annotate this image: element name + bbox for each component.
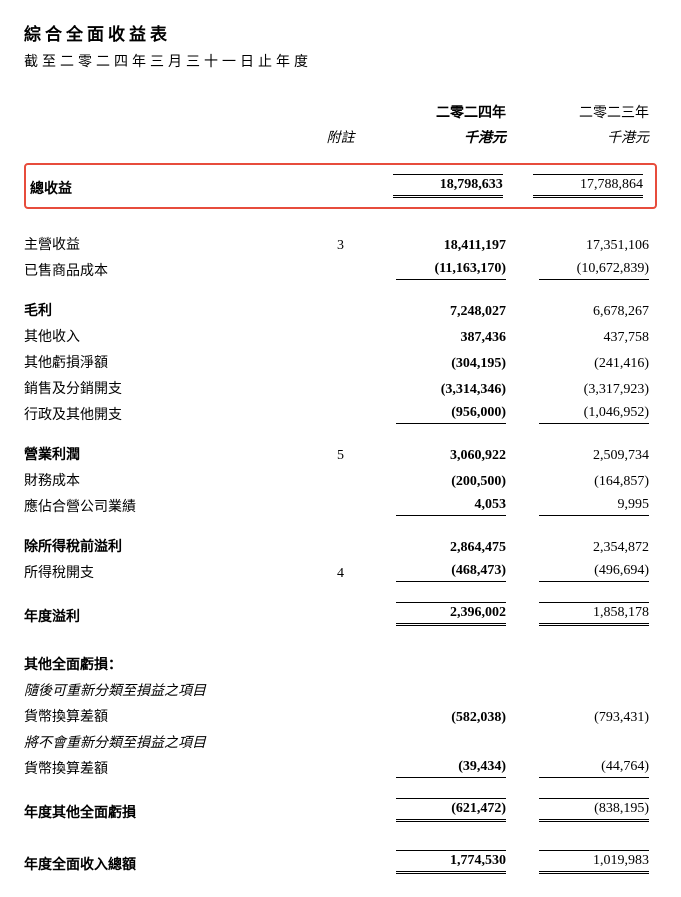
table-row: 營業利潤 5 3,060,922 2,509,734 [24,441,657,467]
oci-header: 其他全面虧損： [24,651,657,677]
assoc-val2: 9,995 [539,497,649,516]
year1-unit: 千港元 [371,124,514,149]
fc-val1: (200,500) [371,467,514,493]
total-revenue-val2: 17,788,864 [533,174,643,198]
fx2-label: 貨幣換算差額 [24,755,310,781]
ol-label: 其他虧損淨額 [24,349,310,375]
table-header-row-2: 附註 千港元 千港元 [24,124,657,149]
fx1-val1: (582,038) [371,703,514,729]
oci-total-val1: (621,472) [396,798,506,822]
table-row: 主營收益 3 18,411,197 17,351,106 [24,231,657,257]
fc-label: 財務成本 [24,467,310,493]
table-row: 毛利 7,248,027 6,678,267 [24,297,657,323]
op-note: 5 [310,441,371,467]
fc-val2: (164,857) [514,467,657,493]
table-row: 行政及其他開支 (956,000) (1,046,952) [24,401,657,427]
gp-val1: 7,248,027 [371,297,514,323]
table-row: 年度其他全面虧損 (621,472) (838,195) [24,795,657,825]
gp-val2: 6,678,267 [514,297,657,323]
fx1-val2: (793,431) [514,703,657,729]
revenue-val1: 18,411,197 [371,231,514,257]
table-row: 其他全面虧損： [24,651,657,677]
sell-val1: (3,314,346) [371,375,514,401]
admin-label: 行政及其他開支 [24,401,310,427]
table-header-row-1: 二零二四年 二零二三年 [24,99,657,124]
table-row: 將不會重新分類至損益之項目 [24,729,657,755]
table-row: 財務成本 (200,500) (164,857) [24,467,657,493]
tax-label: 所得稅開支 [24,559,310,585]
year1-label: 二零二四年 [371,99,514,124]
assoc-val1: 4,053 [396,497,506,516]
total-revenue-label: 總收益 [30,171,310,201]
revenue-note: 3 [310,231,371,257]
cogs-label: 已售商品成本 [24,257,310,283]
oci-total-val2: (838,195) [539,798,649,822]
admin-val1: (956,000) [396,405,506,424]
op-val2: 2,509,734 [514,441,657,467]
tax-note: 4 [310,559,371,585]
table-row: 銷售及分銷開支 (3,314,346) (3,317,923) [24,375,657,401]
oi-val1: 387,436 [371,323,514,349]
page-title: 綜合全面收益表 [24,20,657,45]
ol-val1: (304,195) [371,349,514,375]
tci-val1: 1,774,530 [396,850,506,874]
ol-val2: (241,416) [514,349,657,375]
revenue-label: 主營收益 [24,231,310,257]
table-row: 貨幣換算差額 (39,434) (44,764) [24,755,657,781]
table-row: 年度溢利 2,396,002 1,858,178 [24,599,657,629]
income-statement-table: 二零二四年 二零二三年 附註 千港元 千港元 總收益 18,798,633 17… [24,99,657,877]
noreclass-header: 將不會重新分類至損益之項目 [24,729,657,755]
op-val1: 3,060,922 [371,441,514,467]
year2-unit: 千港元 [514,124,657,149]
cogs-val2: (10,672,839) [539,261,649,280]
note-header: 附註 [310,124,371,149]
table-row: 其他收入 387,436 437,758 [24,323,657,349]
sell-val2: (3,317,923) [514,375,657,401]
table-row: 其他虧損淨額 (304,195) (241,416) [24,349,657,375]
cogs-val1: (11,163,170) [396,261,506,280]
fx2-val2: (44,764) [539,759,649,778]
oci-total-label: 年度其他全面虧損 [24,795,310,825]
table-row: 已售商品成本 (11,163,170) (10,672,839) [24,257,657,283]
table-row: 貨幣換算差額 (582,038) (793,431) [24,703,657,729]
profit-val1: 2,396,002 [396,602,506,626]
oi-val2: 437,758 [514,323,657,349]
table-row: 年度全面收入總額 1,774,530 1,019,983 [24,847,657,877]
table-row: 應佔合營公司業績 4,053 9,995 [24,493,657,519]
total-revenue-val1: 18,798,633 [393,174,503,198]
tax-val1: (468,473) [396,563,506,582]
admin-val2: (1,046,952) [539,405,649,424]
sell-label: 銷售及分銷開支 [24,375,310,401]
revenue-val2: 17,351,106 [514,231,657,257]
tci-label: 年度全面收入總額 [24,847,310,877]
assoc-label: 應佔合營公司業績 [24,493,310,519]
pbt-val2: 2,354,872 [514,533,657,559]
profit-val2: 1,858,178 [539,602,649,626]
reclass-header: 隨後可重新分類至損益之項目 [24,677,657,703]
tci-val2: 1,019,983 [539,850,649,874]
table-row: 隨後可重新分類至損益之項目 [24,677,657,703]
pbt-label: 除所得稅前溢利 [24,533,310,559]
table-row: 所得稅開支 4 (468,473) (496,694) [24,559,657,585]
oi-label: 其他收入 [24,323,310,349]
gp-label: 毛利 [24,297,310,323]
tax-val2: (496,694) [539,563,649,582]
op-label: 營業利潤 [24,441,310,467]
page-subtitle: 截至二零二四年三月三十一日止年度 [24,51,657,71]
fx2-val1: (39,434) [396,759,506,778]
total-revenue-row: 總收益 18,798,633 17,788,864 [24,163,657,209]
pbt-val1: 2,864,475 [371,533,514,559]
table-row: 除所得稅前溢利 2,864,475 2,354,872 [24,533,657,559]
fx1-label: 貨幣換算差額 [24,703,310,729]
profit-label: 年度溢利 [24,599,310,629]
year2-label: 二零二三年 [514,99,657,124]
